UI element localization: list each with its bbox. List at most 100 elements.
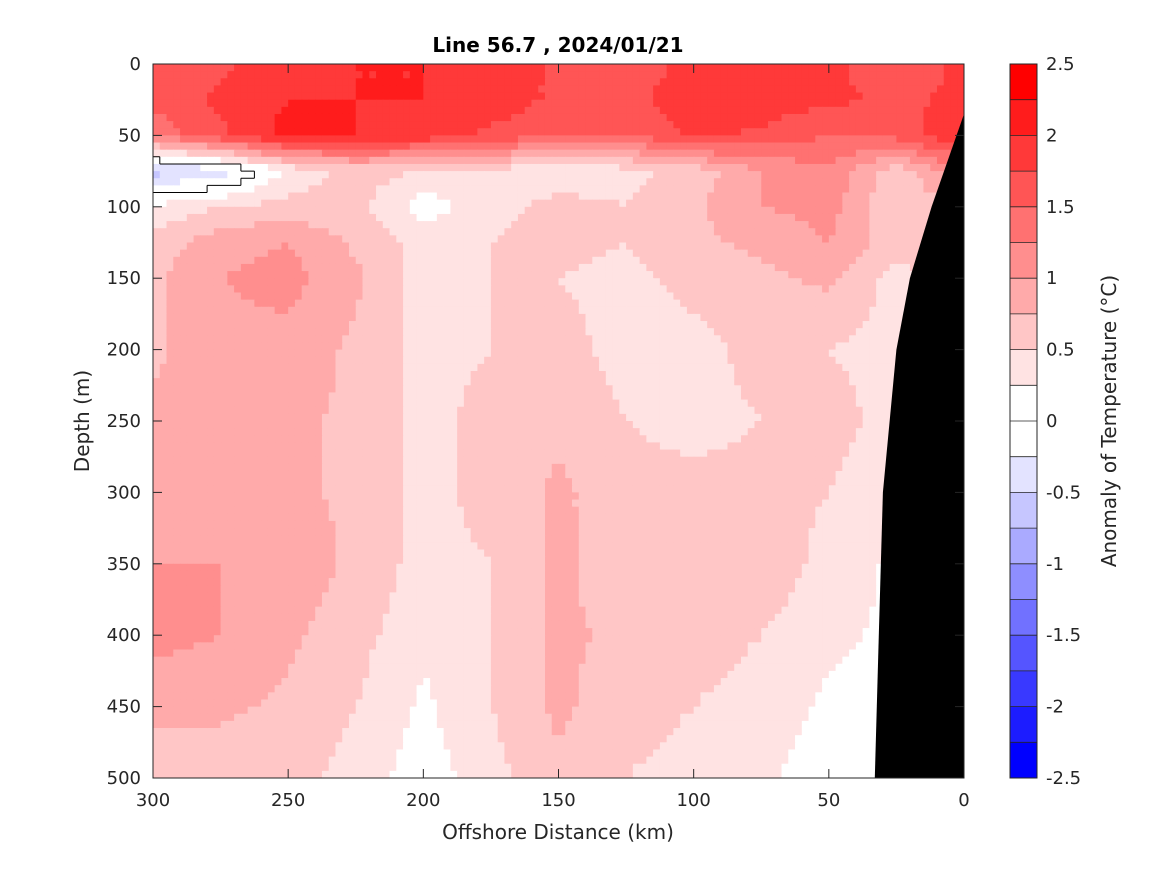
heatmap-cell xyxy=(693,192,702,201)
heatmap-cell xyxy=(207,242,215,251)
heatmap-cell xyxy=(936,135,945,144)
heatmap-cell xyxy=(916,149,925,158)
heatmap-cell xyxy=(227,321,235,329)
heatmap-cell xyxy=(308,185,316,194)
heatmap-cell xyxy=(531,285,539,294)
heatmap-cell xyxy=(416,185,424,194)
heatmap-cell xyxy=(531,228,539,236)
heatmap-cell xyxy=(484,313,492,322)
heatmap-cell xyxy=(889,92,898,101)
heatmap-cell xyxy=(889,221,898,229)
heatmap-cell xyxy=(524,192,533,201)
heatmap-cell xyxy=(342,263,350,272)
heatmap-cell xyxy=(207,142,215,151)
heatmap-cell xyxy=(876,313,884,322)
heatmap-cell xyxy=(653,135,661,144)
heatmap-cell xyxy=(504,349,512,358)
heatmap-cell xyxy=(288,292,296,301)
heatmap-cell xyxy=(903,142,911,151)
heatmap-cell xyxy=(200,85,208,94)
heatmap-cell xyxy=(301,106,310,115)
heatmap-cell xyxy=(342,221,350,229)
heatmap-cell xyxy=(849,199,857,208)
heatmap-cell xyxy=(470,185,478,194)
heatmap-cell xyxy=(599,106,607,115)
heatmap-cell xyxy=(551,156,560,165)
heatmap-cell xyxy=(443,306,451,315)
heatmap-cell xyxy=(396,192,404,201)
heatmap-cell xyxy=(795,71,803,79)
heatmap-cell xyxy=(159,121,168,129)
heatmap-cell xyxy=(707,306,715,315)
heatmap-cell xyxy=(301,306,310,315)
heatmap-cell xyxy=(572,192,580,201)
heatmap-cell xyxy=(666,106,674,115)
heatmap-cell xyxy=(747,299,756,308)
heatmap-cell xyxy=(457,185,465,194)
heatmap-cell xyxy=(572,156,580,165)
heatmap-cell xyxy=(294,313,303,322)
heatmap-cell xyxy=(294,85,303,94)
heatmap-cell xyxy=(754,306,762,315)
heatmap-cell xyxy=(362,99,370,108)
heatmap-cell xyxy=(308,235,316,244)
heatmap-cell xyxy=(747,92,756,101)
heatmap-cell xyxy=(180,185,188,194)
heatmap-cell xyxy=(193,271,201,279)
heatmap-cell xyxy=(788,185,796,194)
heatmap-cell xyxy=(470,228,478,236)
heatmap-cell xyxy=(578,99,587,108)
heatmap-cell xyxy=(700,113,708,122)
heatmap-cell xyxy=(727,335,735,344)
heatmap-cell xyxy=(592,285,600,294)
heatmap-cell xyxy=(700,321,708,329)
heatmap-cell xyxy=(734,163,742,172)
heatmap-cell xyxy=(166,71,174,79)
heatmap-cell xyxy=(193,156,201,165)
heatmap-cell xyxy=(599,149,607,158)
heatmap-cell xyxy=(761,292,769,301)
heatmap-cell xyxy=(754,221,762,229)
heatmap-cell xyxy=(281,285,289,294)
heatmap-cell xyxy=(585,106,593,115)
heatmap-cell xyxy=(734,135,742,144)
heatmap-cell xyxy=(558,199,566,208)
heatmap-cell xyxy=(700,228,708,236)
heatmap-cell xyxy=(626,235,634,244)
heatmap-cell xyxy=(470,163,478,172)
heatmap-cell xyxy=(578,321,587,329)
heatmap-cell xyxy=(808,78,816,87)
heatmap-cell xyxy=(653,128,661,136)
heatmap-cell xyxy=(605,113,614,122)
heatmap-cell xyxy=(639,113,647,122)
heatmap-cell xyxy=(707,199,715,208)
heatmap-cell xyxy=(551,228,560,236)
heatmap-cell xyxy=(774,263,783,272)
heatmap-cell xyxy=(693,292,702,301)
heatmap-cell xyxy=(882,142,891,151)
heatmap-cell xyxy=(207,292,215,301)
heatmap-cell xyxy=(369,149,377,158)
heatmap-cell xyxy=(795,206,803,215)
heatmap-cell xyxy=(342,121,350,129)
heatmap-cell xyxy=(768,249,776,258)
heatmap-cell xyxy=(477,321,485,329)
heatmap-cell xyxy=(551,285,560,294)
heatmap-cell xyxy=(240,178,249,186)
heatmap-cell xyxy=(159,292,168,301)
heatmap-cell xyxy=(490,228,499,236)
heatmap-cell xyxy=(828,321,837,329)
heatmap-cell xyxy=(693,92,702,101)
heatmap-cell xyxy=(159,221,168,229)
heatmap-cell xyxy=(896,221,904,229)
heatmap-cell xyxy=(490,356,499,365)
heatmap-cell xyxy=(186,78,195,87)
heatmap-cell xyxy=(619,321,627,329)
heatmap-cell xyxy=(862,64,870,72)
heatmap-cell xyxy=(348,299,357,308)
heatmap-cell xyxy=(180,356,188,365)
heatmap-cell xyxy=(315,342,323,351)
heatmap-cell xyxy=(538,99,546,108)
heatmap-cell xyxy=(484,106,492,115)
heatmap-cell xyxy=(585,156,593,165)
